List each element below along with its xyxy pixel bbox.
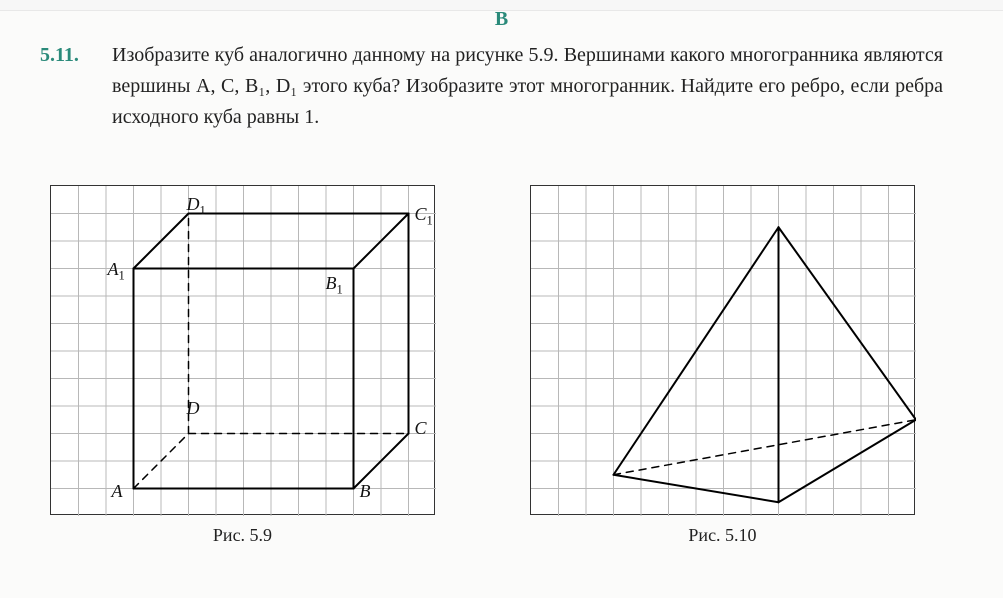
- figure-tetra: Рис. 5.10: [530, 185, 915, 546]
- problem-number: 5.11.: [40, 40, 94, 71]
- caption-cube: Рис. 5.9: [213, 525, 272, 546]
- page: В 5.11. Изобразите куб аналогично данном…: [0, 0, 1003, 598]
- vertex-label-A1: A1: [108, 259, 125, 284]
- problem-text: Изобразите куб аналогично данному на рис…: [112, 40, 943, 133]
- vertex-label-B: B: [360, 481, 371, 502]
- vertex-label-C1: C1: [415, 204, 433, 229]
- problem-block: 5.11. Изобразите куб аналогично данному …: [40, 40, 943, 133]
- section-letter: В: [495, 8, 508, 31]
- vertex-label-A: A: [112, 481, 123, 502]
- figures-row: A B C D A1 B1 C1 D1 Рис. 5.9 Рис. 5.10: [50, 185, 915, 546]
- vertex-label-B1: B1: [326, 273, 343, 298]
- figure-cube: A B C D A1 B1 C1 D1 Рис. 5.9: [50, 185, 435, 546]
- tetrahedron-diagram: [530, 185, 915, 515]
- vertex-label-D1: D1: [187, 194, 206, 219]
- cube-diagram: A B C D A1 B1 C1 D1: [50, 185, 435, 515]
- vertex-label-D: D: [187, 398, 200, 419]
- caption-tetra: Рис. 5.10: [688, 525, 756, 546]
- vertex-label-C: C: [415, 418, 427, 439]
